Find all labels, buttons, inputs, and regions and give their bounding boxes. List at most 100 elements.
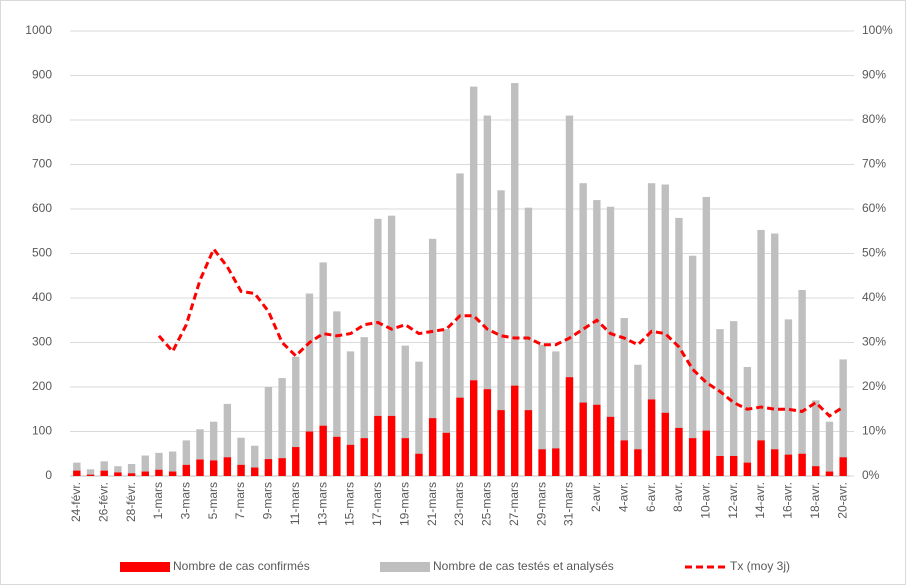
bar: [428, 418, 437, 476]
bar: [141, 471, 149, 476]
bar: [114, 472, 122, 476]
bar: [839, 359, 847, 476]
bar: [579, 402, 587, 476]
bar: [114, 466, 122, 476]
bar: [237, 437, 245, 476]
bar: [729, 455, 738, 476]
y2-tick-label: 70%: [862, 157, 886, 171]
y-tick-label: 100: [32, 424, 52, 438]
bar: [729, 321, 738, 476]
y2-tick-label: 50%: [862, 246, 886, 260]
x-tick-label: 14-avr.: [753, 482, 767, 519]
x-tick-label: 13-mars: [315, 482, 329, 526]
bar: [100, 461, 108, 476]
y2-tick-label: 90%: [862, 68, 886, 82]
y2-tick-label: 80%: [862, 112, 886, 126]
bar: [292, 447, 300, 476]
bar: [237, 464, 245, 476]
bar: [305, 431, 314, 476]
x-tick-label: 26-févr.: [96, 482, 110, 522]
bar: [73, 470, 81, 476]
x-tick-label: 18-avr.: [808, 482, 822, 519]
bar: [511, 83, 519, 476]
x-tick-label: 2-avr.: [589, 482, 603, 512]
bar: [415, 361, 423, 476]
bar: [647, 183, 656, 476]
bar: [292, 356, 300, 476]
bar: [565, 377, 574, 476]
y2-tick-label: 60%: [862, 201, 886, 215]
bar: [168, 451, 177, 476]
bar: [305, 293, 314, 476]
y-tick-label: 800: [32, 112, 52, 126]
bar: [346, 351, 355, 476]
legend-label: Nombre de cas testés et analysés: [433, 559, 614, 573]
x-tick-label: 16-avr.: [781, 482, 795, 519]
bar: [469, 86, 478, 476]
bar: [620, 440, 628, 476]
y2-tick-label: 100%: [862, 23, 893, 37]
x-tick-label: 21-mars: [425, 482, 439, 526]
x-tick-label: 11-mars: [288, 482, 302, 525]
bar: [634, 364, 642, 476]
bar: [497, 190, 505, 476]
bar: [743, 462, 752, 476]
bar: [771, 449, 779, 476]
bar: [771, 233, 779, 476]
y-tick-label: 900: [32, 68, 52, 82]
x-tick-label: 3-mars: [178, 482, 192, 519]
bar: [812, 400, 820, 476]
bar: [661, 184, 669, 476]
bar: [688, 438, 697, 476]
bar: [264, 459, 273, 476]
bar: [141, 455, 149, 476]
x-tick-label: 6-avr.: [644, 482, 658, 512]
line: [157, 246, 844, 418]
bar: [251, 445, 259, 476]
bar: [209, 460, 218, 476]
bar: [716, 455, 724, 476]
bar: [333, 311, 341, 476]
bar: [798, 289, 806, 476]
bar: [757, 440, 765, 476]
x-tick-label: 15-mars: [343, 482, 357, 526]
bar: [278, 378, 286, 476]
y-tick-label: 200: [32, 379, 52, 393]
bar: [606, 206, 615, 476]
legend-swatch: [380, 562, 430, 572]
x-tick-label: 1-mars: [151, 482, 165, 519]
bar: [538, 344, 546, 476]
bar: [182, 440, 191, 476]
bar: [360, 337, 368, 476]
x-tick-label: 8-avr.: [671, 482, 685, 512]
bar: [688, 255, 697, 476]
y-tick-label: 500: [32, 246, 52, 260]
bar: [579, 183, 587, 476]
y2-tick-label: 40%: [862, 290, 886, 304]
bar: [552, 351, 560, 476]
bar: [360, 438, 368, 476]
bar: [319, 425, 327, 476]
bar: [401, 438, 409, 476]
y2-tick-label: 10%: [862, 424, 886, 438]
x-tick-label: 29-mars: [534, 482, 548, 526]
bar: [251, 467, 259, 476]
bar: [634, 449, 642, 476]
y-tick-label: 300: [32, 335, 52, 349]
bar: [127, 463, 136, 476]
legend-swatch: [120, 562, 170, 572]
x-tick-label: 4-avr.: [616, 482, 630, 512]
bar: [593, 404, 601, 476]
bar: [839, 457, 847, 476]
bar: [620, 318, 628, 476]
bar: [469, 380, 478, 476]
bar: [387, 215, 396, 477]
bar: [127, 473, 136, 476]
bar: [524, 410, 533, 476]
bar: [593, 200, 601, 476]
bar: [456, 397, 464, 476]
bar: [483, 115, 492, 477]
legend-label: Nombre de cas confirmés: [173, 559, 310, 573]
